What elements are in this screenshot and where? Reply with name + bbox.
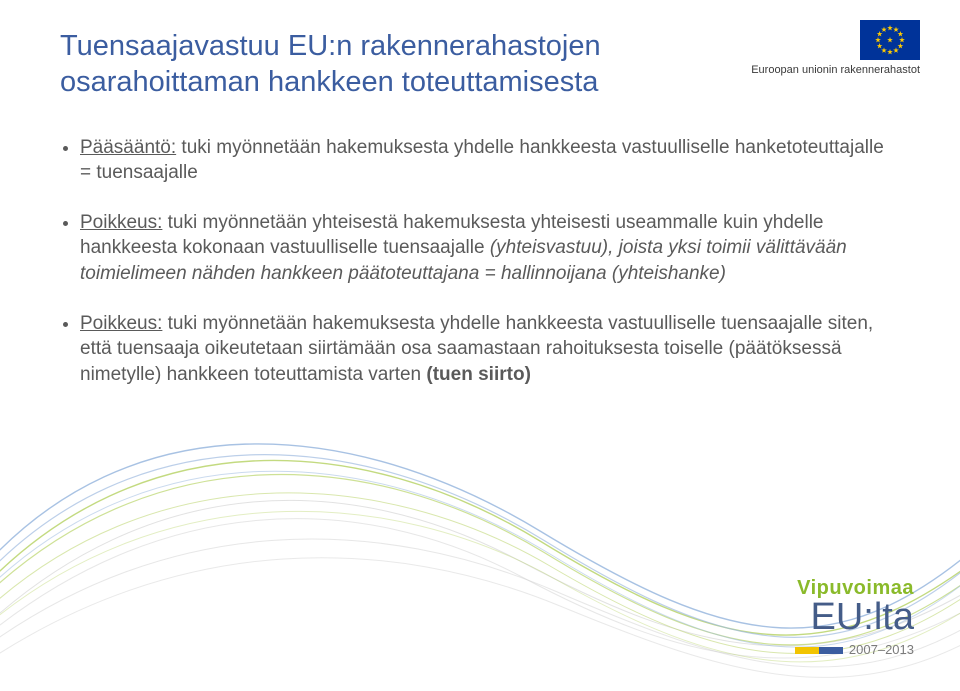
- logo-bar-icon: [795, 647, 843, 654]
- vipuvoimaa-logo: Vipuvoimaa EU:lta 2007–2013: [795, 577, 914, 657]
- bullet-lead: Poikkeus:: [80, 212, 162, 233]
- eu-flag-label: Euroopan unionin rakennerahastot: [751, 64, 920, 76]
- bullet-bold: (tuen siirto): [426, 364, 531, 385]
- eu-flag-icon: [860, 20, 920, 60]
- page-title: Tuensaajavastuu EU:n rakennerahastojen o…: [60, 28, 700, 101]
- logo-years-text: 2007–2013: [849, 642, 914, 657]
- bullet-lead: Poikkeus:: [80, 313, 162, 334]
- list-item: Pääsääntö: tuki myönnetään hakemuksesta …: [80, 135, 900, 186]
- list-item: Poikkeus: tuki myönnetään hakemuksesta y…: [80, 311, 900, 388]
- content: Pääsääntö: tuki myönnetään hakemuksesta …: [60, 135, 900, 388]
- logo-years: 2007–2013: [795, 642, 914, 657]
- logo-mid-text: EU:lta: [795, 598, 914, 636]
- list-item: Poikkeus: tuki myönnetään yhteisestä hak…: [80, 210, 900, 287]
- slide: Euroopan unionin rakennerahastot Tuensaa…: [0, 0, 960, 691]
- bullet-list: Pääsääntö: tuki myönnetään hakemuksesta …: [60, 135, 900, 388]
- bullet-lead: Pääsääntö:: [80, 137, 176, 158]
- header-right: Euroopan unionin rakennerahastot: [751, 20, 920, 76]
- bullet-text: tuki myönnetään hakemuksesta yhdelle han…: [80, 137, 884, 184]
